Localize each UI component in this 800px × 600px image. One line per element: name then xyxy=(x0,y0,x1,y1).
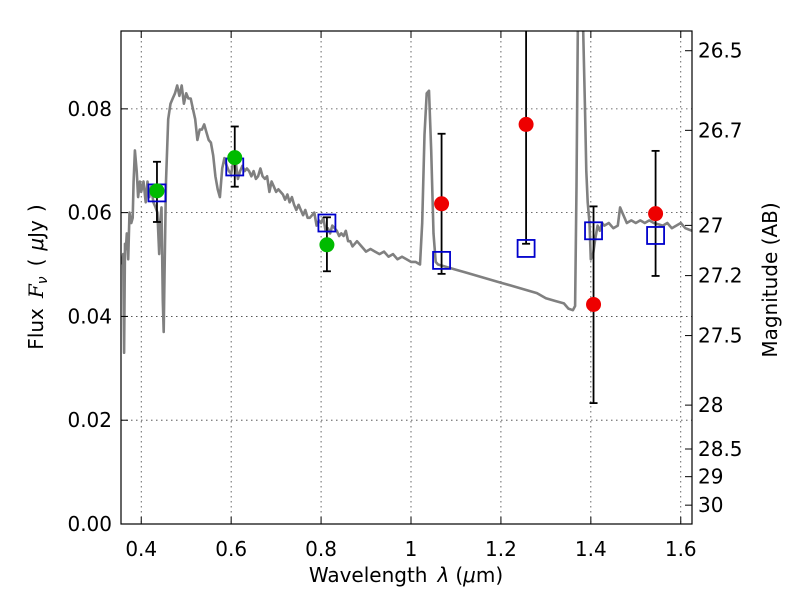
nondetection-point xyxy=(434,196,450,212)
right-tick-label: 27 xyxy=(698,213,723,237)
spectrum-layer xyxy=(121,31,692,354)
right-tick-label: 27.5 xyxy=(698,324,743,348)
model-point xyxy=(432,250,451,270)
y-axis-label-right: Magnitude (AB) xyxy=(758,202,782,357)
model-point xyxy=(584,221,603,241)
x-axis-label: Wavelength λ (μm) xyxy=(309,563,503,587)
detection-point xyxy=(149,183,165,199)
y-tick-label: 0.04 xyxy=(67,304,112,328)
y-tick-label: 0.06 xyxy=(67,201,112,225)
ticks-layer: 0.4 0.6 0.8 1 1.2 1.4 1.6 0.00 0.02 0.04 0.06 0.08 2… xyxy=(67,31,743,561)
x-tick-label: 1.6 xyxy=(665,537,697,561)
nondetection-point xyxy=(518,116,534,132)
x-tick-label: 0.6 xyxy=(215,537,247,561)
model-point xyxy=(646,226,665,245)
y-tick-label: 0.02 xyxy=(67,408,112,432)
plot-frame xyxy=(120,30,693,525)
detection-point xyxy=(319,237,335,253)
right-tick-label: 30 xyxy=(698,493,723,517)
x-tick-label: 1.4 xyxy=(575,537,607,561)
right-tick-label: 28 xyxy=(698,393,723,417)
right-tick-label: 27.2 xyxy=(698,264,743,288)
y-tick-label: 0.00 xyxy=(67,512,112,536)
right-tick-label: 26.5 xyxy=(698,39,743,63)
nondetection-point xyxy=(648,206,664,222)
model-point xyxy=(516,239,536,258)
y-tick-label: 0.08 xyxy=(67,97,112,121)
detection-point xyxy=(227,150,243,166)
nondetection-point xyxy=(586,296,602,312)
x-tick-label: 1.2 xyxy=(485,537,517,561)
x-tick-label: 0.4 xyxy=(125,537,157,561)
right-tick-label: 26.7 xyxy=(698,118,743,142)
x-tick-label: 0.8 xyxy=(305,537,337,561)
right-tick-label: 29 xyxy=(698,465,723,489)
spectrum-line xyxy=(121,31,692,354)
points-layer xyxy=(147,116,665,312)
model-point xyxy=(317,213,337,233)
y-axis-label-left: FluxFν(μJy) xyxy=(24,204,51,349)
x-tick-label: 1 xyxy=(405,537,418,561)
right-tick-label: 28.5 xyxy=(698,437,743,461)
